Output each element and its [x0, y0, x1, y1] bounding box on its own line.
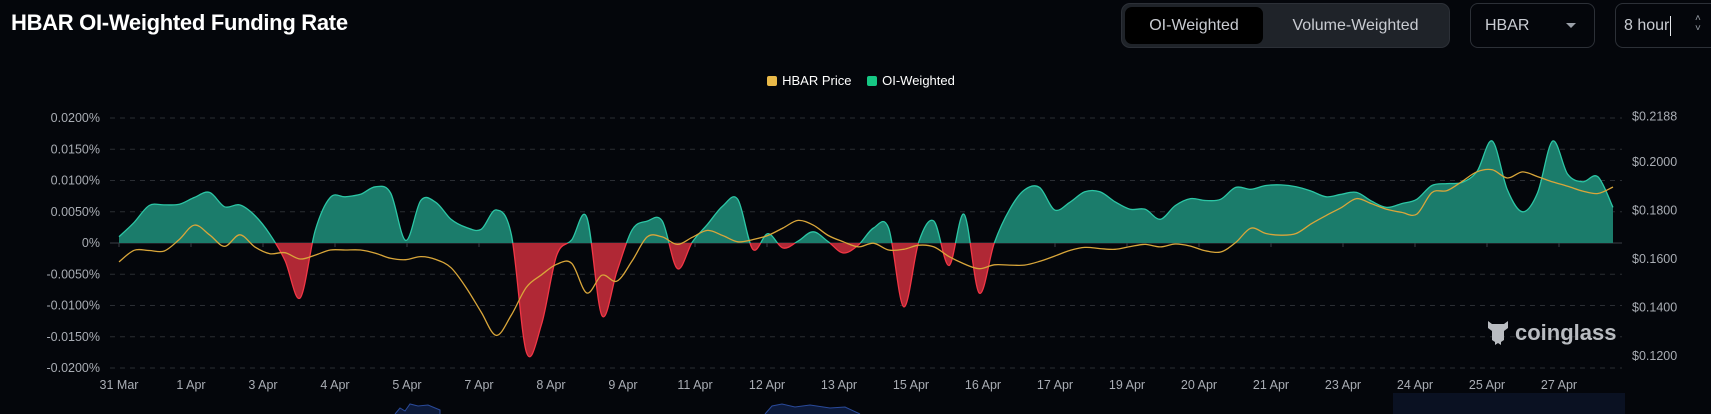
legend-swatch-price — [767, 76, 778, 86]
legend-item-oi-weighted[interactable]: OI-Weighted — [867, 73, 955, 88]
y-axis-right: $0.2188 $0.2000 $0.1800 $0.1600 $0.1400 $0.12… — [1632, 109, 1677, 363]
y-left-tick-label: 0% — [82, 236, 100, 250]
x-tick-label: 13 Apr — [821, 378, 857, 392]
x-tick-label: 8 Apr — [536, 378, 565, 392]
x-tick-label: 24 Apr — [1397, 378, 1433, 392]
navigator-series — [394, 403, 441, 414]
legend-item-price[interactable]: HBAR Price — [767, 73, 851, 88]
y-right-tick-label: $0.1400 — [1632, 301, 1677, 315]
x-tick-label: 21 Apr — [1253, 378, 1289, 392]
watermark-text: coinglass — [1515, 320, 1617, 345]
x-axis: 31 Mar 1 Apr 3 Apr 4 Apr 5 Apr 7 Apr 8 Apr 9 Ap… — [100, 243, 1577, 392]
text-cursor — [1670, 15, 1672, 36]
interval-input[interactable]: 8 hour ˄ ˅ — [1615, 3, 1711, 48]
x-tick-label: 20 Apr — [1181, 378, 1217, 392]
funding-line-positive — [118, 140, 1614, 243]
y-left-tick-label: -0.0050% — [46, 267, 100, 281]
legend-label-oi-weighted: OI-Weighted — [882, 73, 955, 88]
tab-volume-weighted[interactable]: Volume-Weighted — [1292, 17, 1419, 34]
y-left-tick-label: 0.0150% — [51, 142, 100, 156]
funding-area-positive — [119, 141, 1613, 243]
range-navigator[interactable] — [394, 393, 1625, 414]
coinglass-watermark: coinglass — [1486, 318, 1616, 346]
coin-select[interactable]: HBAR — [1470, 3, 1595, 48]
x-tick-label: 12 Apr — [749, 378, 785, 392]
y-left-tick-label: 0.0200% — [51, 111, 100, 125]
interval-input-value: 8 hour — [1624, 17, 1670, 34]
y-left-tick-label: 0.0100% — [51, 174, 100, 188]
stepper-icon[interactable]: ˄ ˅ — [1695, 13, 1701, 34]
chevron-down-icon — [1566, 23, 1576, 28]
funding-area-negative — [119, 243, 1613, 357]
legend-label-price: HBAR Price — [782, 73, 852, 88]
x-tick-label: 11 Apr — [677, 378, 712, 392]
x-tick-label: 19 Apr — [1109, 378, 1145, 392]
x-tick-label: 5 Apr — [392, 378, 421, 392]
tab-oi-weighted[interactable]: OI-Weighted — [1125, 7, 1263, 44]
x-tick-label: 1 Apr — [176, 378, 205, 392]
chart-legend: HBAR Price OI-Weighted — [0, 73, 1711, 88]
y-right-tick-label: $0.2188 — [1632, 109, 1677, 123]
navigator-series — [764, 403, 861, 414]
coinglass-logo-icon — [1488, 321, 1508, 345]
coin-select-value: HBAR — [1485, 17, 1530, 34]
y-axis-left: 0.0200% 0.0150% 0.0100% 0.0050% 0% -0.0050% -0… — [46, 111, 100, 375]
x-tick-label: 4 Apr — [320, 378, 349, 392]
y-left-tick-label: 0.0050% — [51, 205, 100, 219]
x-tick-label: 15 Apr — [893, 378, 929, 392]
x-tick-label: 23 Apr — [1325, 378, 1361, 392]
page-title: HBAR OI-Weighted Funding Rate — [11, 10, 348, 35]
weighting-toggle: OI-Weighted Volume-Weighted — [1121, 3, 1450, 48]
legend-swatch-oi-weighted — [867, 76, 878, 86]
navigator-window — [1393, 393, 1625, 414]
y-left-tick-label: -0.0150% — [46, 330, 100, 344]
x-tick-label: 17 Apr — [1037, 378, 1073, 392]
funding-line-negative — [274, 243, 995, 358]
x-tick-label: 25 Apr — [1469, 378, 1505, 392]
y-right-tick-label: $0.1800 — [1632, 204, 1677, 218]
y-left-tick-label: -0.0200% — [46, 361, 100, 375]
x-tick-label: 3 Apr — [248, 378, 277, 392]
x-tick-label: 16 Apr — [965, 378, 1001, 392]
y-right-tick-label: $0.1600 — [1632, 252, 1677, 266]
x-tick-label: 31 Mar — [100, 378, 139, 392]
y-left-tick-label: -0.0100% — [46, 299, 100, 313]
y-right-tick-label: $0.1200 — [1632, 349, 1677, 363]
x-tick-label: 9 Apr — [608, 378, 637, 392]
price-line — [118, 168, 1614, 337]
x-tick-label: 27 Apr — [1541, 378, 1577, 392]
x-tick-label: 7 Apr — [464, 378, 493, 392]
y-right-tick-label: $0.2000 — [1632, 155, 1677, 169]
